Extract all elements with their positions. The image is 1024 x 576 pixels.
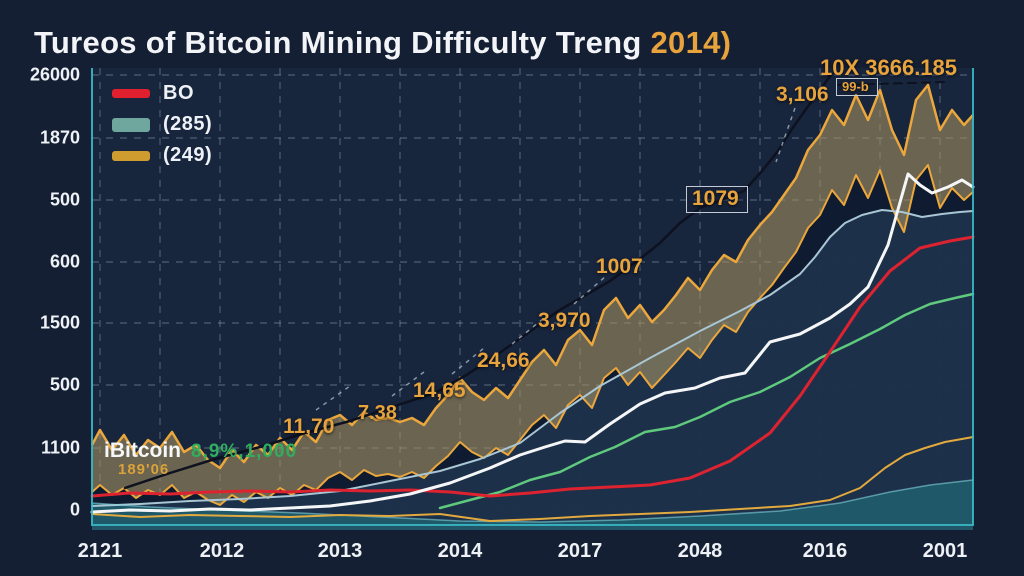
legend-swatch-teal: [112, 117, 150, 132]
y-axis-tick: 1500: [39, 312, 80, 333]
y-axis-tick: 500: [49, 374, 80, 395]
y-axis-tick: 1100: [40, 437, 80, 458]
difficulty-band-249-bottom-line: [91, 164, 974, 506]
x-axis-tick: 2012: [199, 540, 245, 562]
x-axis-tick: 2013: [317, 540, 363, 562]
legend-swatch-gold: [112, 150, 150, 161]
legend: BO (285) (249): [112, 82, 212, 175]
plot-border: [91, 68, 974, 526]
legend-label-teal: (285): [163, 113, 213, 135]
chart-annotation: 1079: [686, 186, 748, 213]
legend-label-gold: (249): [163, 144, 213, 166]
x-axis-tick: 2121: [77, 540, 123, 562]
chart-annotation: 3,106: [776, 83, 829, 106]
legend-item-red: BO: [112, 82, 212, 105]
watermark-gold-text: 189'06: [118, 461, 170, 479]
annotation-leader: [391, 371, 425, 397]
thin-gold-line: [91, 436, 974, 522]
chart-annotation: 11,70: [283, 415, 335, 438]
annotation-leader: [573, 275, 607, 305]
chart-annotation: 1007: [596, 255, 643, 278]
x-axis-tick: 2017: [557, 540, 603, 562]
x-axis-tick: 2016: [802, 540, 848, 562]
y-axis-tick: 26000: [29, 64, 80, 85]
x-axis-tick: 2014: [437, 540, 483, 562]
chart-annotation: 10X 3666.185: [820, 55, 958, 80]
legend-item-gold: (249): [112, 144, 212, 167]
legend-label-red: BO: [163, 82, 194, 104]
x-axis-tick: 2001: [922, 540, 968, 562]
dark-dashed-segment: [837, 81, 946, 86]
page-title-main: Tureos of Bitcoin Mining Difficulty Tren…: [34, 24, 651, 60]
x-axis-tick: 2048: [677, 540, 723, 562]
steel-blue-line-285: [91, 209, 974, 507]
annotation-leader: [451, 347, 485, 375]
page-title-year: 2014): [650, 24, 732, 60]
page-title: Tureos of Bitcoin Mining Difficulty Tren…: [34, 25, 731, 61]
y-axis-tick: 1870: [39, 127, 80, 148]
watermark-green-text: 8,9%,1,000: [191, 441, 298, 462]
white-line: [90, 172, 975, 514]
red-line-BO: [90, 235, 975, 498]
watermark: iBitcoin 8,9%,1,000 189'06: [104, 439, 298, 479]
difficulty-band-249-fill: [92, 85, 973, 505]
y-axis-tick: 500: [49, 189, 80, 210]
green-line: [438, 292, 975, 510]
y-axis-tick: 0: [69, 499, 80, 520]
annotation-leader: [511, 317, 545, 345]
chart-annotation: 99-b: [836, 78, 878, 96]
chart-annotation: 14,65: [413, 379, 466, 402]
dark-trend-line: [123, 74, 832, 490]
legend-item-teal: (285): [112, 113, 212, 136]
annotation-leader: [315, 385, 351, 411]
chart-annotation: 3,970: [538, 309, 591, 332]
legend-swatch-red: [112, 89, 150, 98]
watermark-brand: iBitcoin: [104, 439, 181, 462]
under-band-fill: [92, 165, 973, 525]
y-axis-tick: 600: [49, 251, 80, 272]
annotation-leader: [775, 107, 796, 163]
chart-annotation: 24,66: [477, 349, 530, 372]
chart-annotation: 7.38: [358, 402, 397, 424]
